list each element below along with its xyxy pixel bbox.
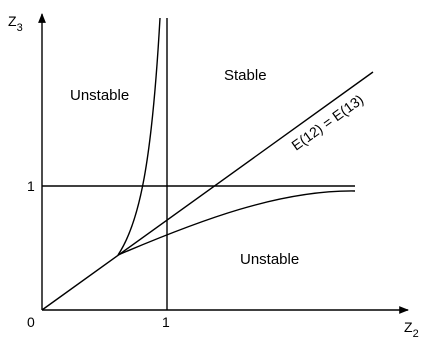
region-unstable-upper-left: Unstable — [70, 87, 129, 104]
y-axis-label: Z3 — [8, 13, 23, 34]
diagonal-label: E(12) = E(13) — [288, 91, 366, 153]
y-tick-1: 1 — [27, 178, 35, 194]
origin-label: 0 — [27, 314, 35, 330]
lower-boundary-curve — [117, 190, 356, 256]
x-axis-label: Z2 — [404, 319, 419, 339]
region-stable: Stable — [224, 67, 267, 84]
x-tick-1: 1 — [162, 314, 170, 330]
diagonal-line — [41, 71, 374, 311]
upper-boundary-curve — [117, 17, 161, 256]
region-unstable-lower-right: Unstable — [240, 251, 299, 268]
